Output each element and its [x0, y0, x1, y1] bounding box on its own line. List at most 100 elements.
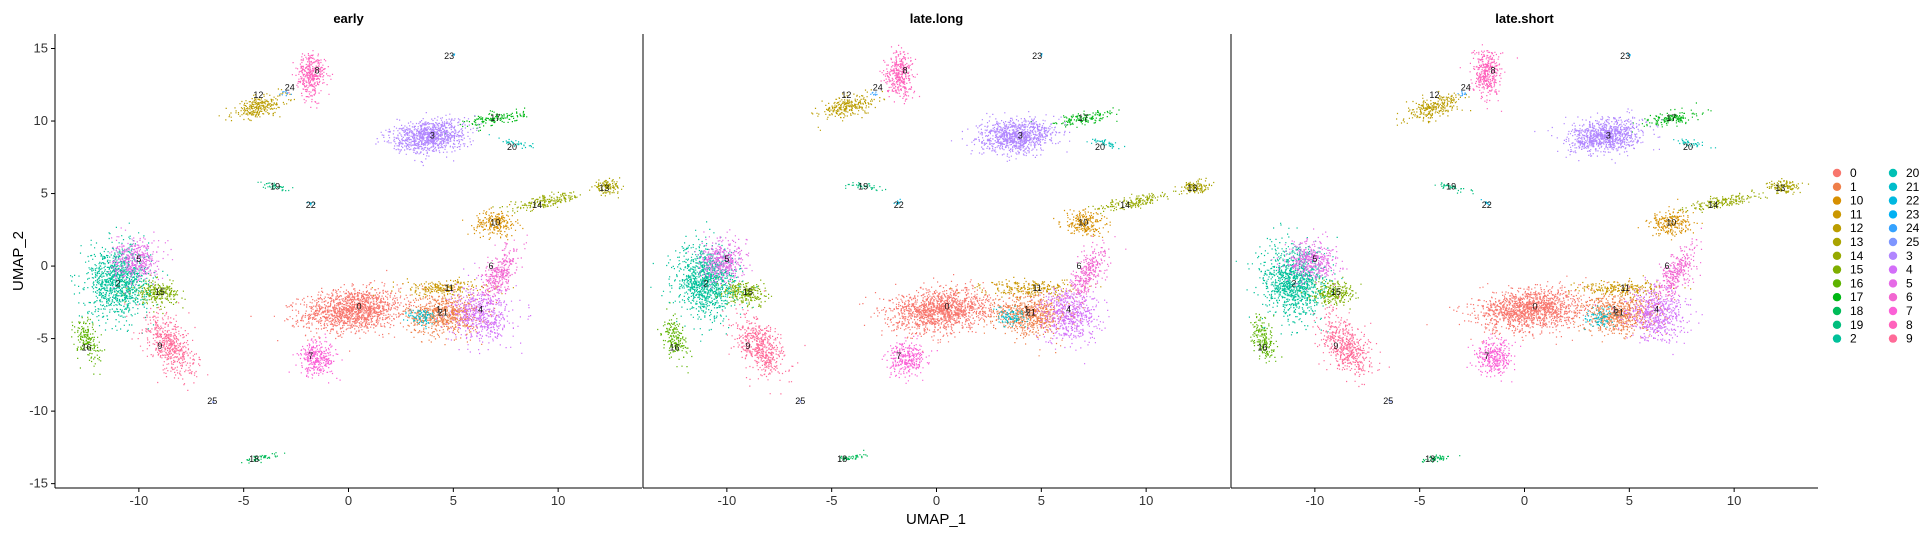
cluster-label-14: 14	[1708, 200, 1718, 210]
cluster-0-cells	[1426, 275, 1608, 345]
cluster-22-cells	[306, 201, 316, 206]
cluster-3-cells	[950, 111, 1071, 162]
cluster-23-cells	[1040, 53, 1043, 57]
cluster-7-points	[1466, 333, 1522, 383]
facet-panel-late.long: late.long 0 1 10 11 12 13 14 15 16 17 18 19 2 20 21 22 23…	[642, 11, 1230, 508]
cluster-17-cells	[1030, 107, 1120, 128]
x-tick-label: -10	[1305, 493, 1324, 508]
legend-item-1: 1	[1832, 180, 1857, 194]
cluster-label-21: 21	[1026, 307, 1036, 317]
cluster-label-0: 0	[944, 302, 949, 312]
cluster-label-2: 2	[115, 278, 120, 288]
cluster-label-1: 1	[1612, 305, 1617, 315]
legend-swatch	[1832, 279, 1842, 288]
cluster-19-points	[257, 181, 294, 192]
cluster-label-10: 10	[490, 218, 500, 228]
x-tick-label: 0	[933, 493, 940, 508]
x-tick-label: 5	[450, 493, 457, 508]
cluster-17-cells	[444, 107, 528, 134]
cluster-2-points	[1235, 222, 1343, 336]
cluster-6-cells	[1061, 235, 1127, 314]
cluster-0-cells	[250, 269, 434, 358]
cluster-label-4: 4	[1066, 305, 1071, 315]
cluster-14-cells	[1088, 190, 1180, 215]
cluster-label-19: 19	[270, 181, 280, 191]
cluster-label-24: 24	[1461, 83, 1471, 93]
cluster-23-points	[1627, 53, 1631, 57]
legend-label: 23	[1906, 207, 1920, 221]
cluster-23-points	[1040, 53, 1043, 57]
cluster-20-cells	[1673, 138, 1717, 149]
cluster-label-12: 12	[841, 90, 851, 100]
legend-label: 14	[1850, 249, 1864, 263]
cluster-label-8: 8	[903, 65, 908, 75]
cluster-21-points	[1584, 305, 1615, 331]
cluster-21-cells	[993, 305, 1029, 328]
cluster-9-points	[722, 290, 806, 395]
cluster-25-points	[212, 401, 215, 404]
cluster-label-18: 18	[837, 454, 847, 464]
cluster-1-points	[387, 284, 498, 346]
cluster-21-points	[403, 309, 437, 330]
cluster-label-6: 6	[1665, 261, 1670, 271]
legend-swatch	[1888, 265, 1898, 274]
y-tick-label: -5	[36, 331, 48, 346]
cluster-18-cells	[241, 452, 286, 464]
x-tick-label: 0	[345, 493, 352, 508]
cluster-label-5: 5	[1312, 254, 1317, 264]
cluster-7-points	[288, 333, 343, 384]
cluster-label-11: 11	[1620, 283, 1629, 293]
cluster-label-14: 14	[532, 200, 542, 210]
cluster-1-cells	[387, 284, 498, 346]
cluster-3-points	[950, 111, 1071, 162]
cluster-label-19: 19	[1446, 181, 1456, 191]
cluster-label-17: 17	[1666, 113, 1676, 123]
legend-label: 10	[1850, 194, 1864, 208]
legend-swatch	[1832, 265, 1842, 274]
legend-label: 7	[1906, 304, 1913, 318]
cluster-label-6: 6	[1077, 261, 1082, 271]
cluster-label-14: 14	[1120, 200, 1130, 210]
legend-item-23: 23	[1888, 207, 1920, 221]
cluster-18-cells	[839, 449, 868, 461]
cluster-0-points	[1426, 275, 1608, 345]
legend-label: 21	[1906, 180, 1920, 194]
cluster-1-points	[975, 282, 1085, 357]
cluster-label-25: 25	[207, 396, 217, 406]
cluster-18-points	[1421, 454, 1461, 463]
legend-label: 25	[1906, 235, 1920, 249]
cluster-label-3: 3	[430, 131, 435, 141]
cluster-22-points	[306, 201, 316, 206]
legend-item-8: 8	[1888, 318, 1913, 332]
x-tick-label: 10	[1139, 493, 1153, 508]
cluster-label-22: 22	[306, 200, 316, 210]
legend-swatch	[1832, 334, 1842, 343]
cluster-6-points	[1644, 227, 1703, 309]
cluster-label-1: 1	[436, 305, 441, 315]
legend-item-11: 11	[1832, 207, 1863, 221]
x-tick-label: 10	[551, 493, 565, 508]
cluster-22-cells	[1480, 199, 1491, 206]
cluster-16-points	[71, 316, 106, 375]
cluster-24-cells	[279, 90, 292, 97]
cluster-2-cells	[650, 221, 758, 342]
cluster-12-points	[218, 88, 295, 122]
cluster-15-points	[116, 274, 186, 315]
legend-swatch	[1832, 224, 1842, 233]
cluster-19-points	[845, 182, 887, 192]
legend-item-2: 2	[1832, 332, 1857, 346]
x-axis-title: UMAP_1	[906, 511, 966, 528]
x-tick-label: 5	[1038, 493, 1045, 508]
cluster-9-points	[1312, 296, 1390, 388]
facet-title: early	[333, 11, 364, 26]
legend-swatch	[1832, 237, 1842, 247]
point-cloud	[650, 44, 1215, 461]
cluster-6-points	[1061, 235, 1127, 314]
cluster-label-13: 13	[1187, 183, 1197, 193]
cluster-16-cells	[1250, 313, 1283, 364]
cluster-13-cells	[1765, 178, 1810, 195]
cluster-8-cells	[288, 50, 334, 109]
legend-label: 1	[1850, 180, 1857, 194]
cluster-21-cells	[1584, 305, 1615, 331]
cluster-0-cells	[859, 274, 1019, 352]
